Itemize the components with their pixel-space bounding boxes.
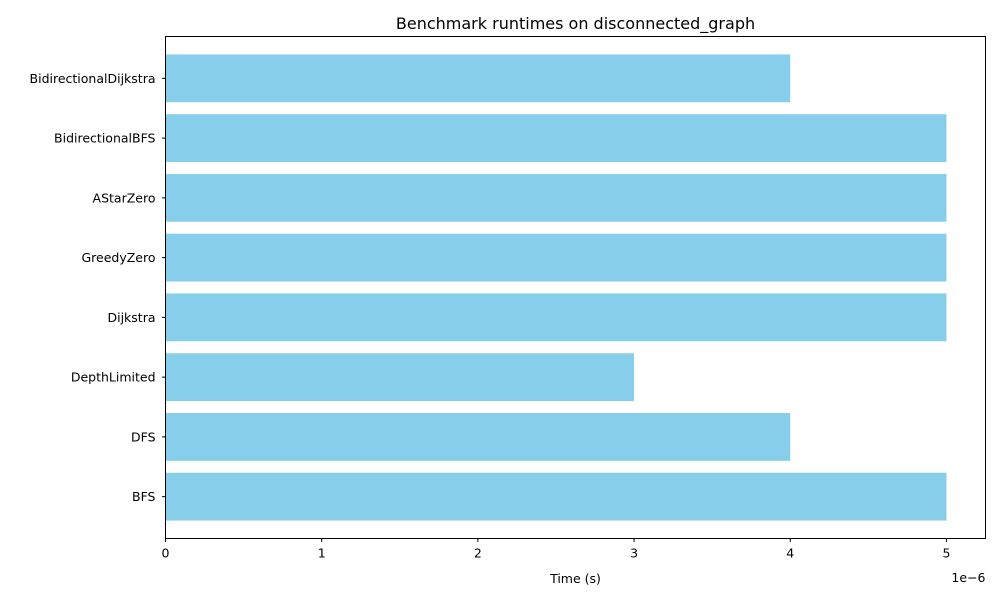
x-tick-label: 0: [162, 546, 170, 561]
y-tick-label: GreedyZero: [81, 250, 155, 265]
bar-Dijkstra: [165, 293, 947, 342]
bar-BidirectionalBFS: [165, 114, 947, 162]
chart-title: Benchmark runtimes on disconnected_graph: [396, 14, 755, 34]
y-tick-label: DFS: [131, 429, 156, 444]
x-tick-label: 4: [786, 546, 794, 561]
bar-BFS: [165, 472, 947, 521]
x-axis-label: Time (s): [549, 571, 601, 586]
y-tick-label: DepthLimited: [71, 370, 156, 385]
axes-frame: [165, 36, 986, 539]
x-tick-label: 5: [942, 546, 950, 561]
y-tick-label: BidirectionalBFS: [54, 131, 156, 146]
y-tick-label: BidirectionalDijkstra: [30, 71, 156, 86]
y-tick-label: BFS: [132, 489, 156, 504]
y-ticks-group: BFS DFS DepthLimited Dijkstra GreedyZero ASta…: [30, 71, 166, 504]
x-ticks-group: 0 1 2 3 4 5: [162, 538, 950, 561]
bar-DFS: [165, 413, 791, 461]
y-tick-label: AStarZero: [93, 190, 156, 205]
bar-GreedyZero: [165, 233, 947, 282]
bar-BidirectionalDijkstra: [165, 54, 791, 103]
bar-AStarZero: [165, 173, 947, 222]
x-tick-label: 1: [318, 546, 326, 561]
bar-DepthLimited: [165, 353, 635, 402]
y-tick-label: Dijkstra: [107, 310, 155, 325]
x-tick-label: 3: [630, 546, 638, 561]
x-tick-label: 2: [474, 546, 482, 561]
bars-group: [165, 54, 947, 521]
x-axis-scale-label: 1e−6: [951, 570, 985, 585]
